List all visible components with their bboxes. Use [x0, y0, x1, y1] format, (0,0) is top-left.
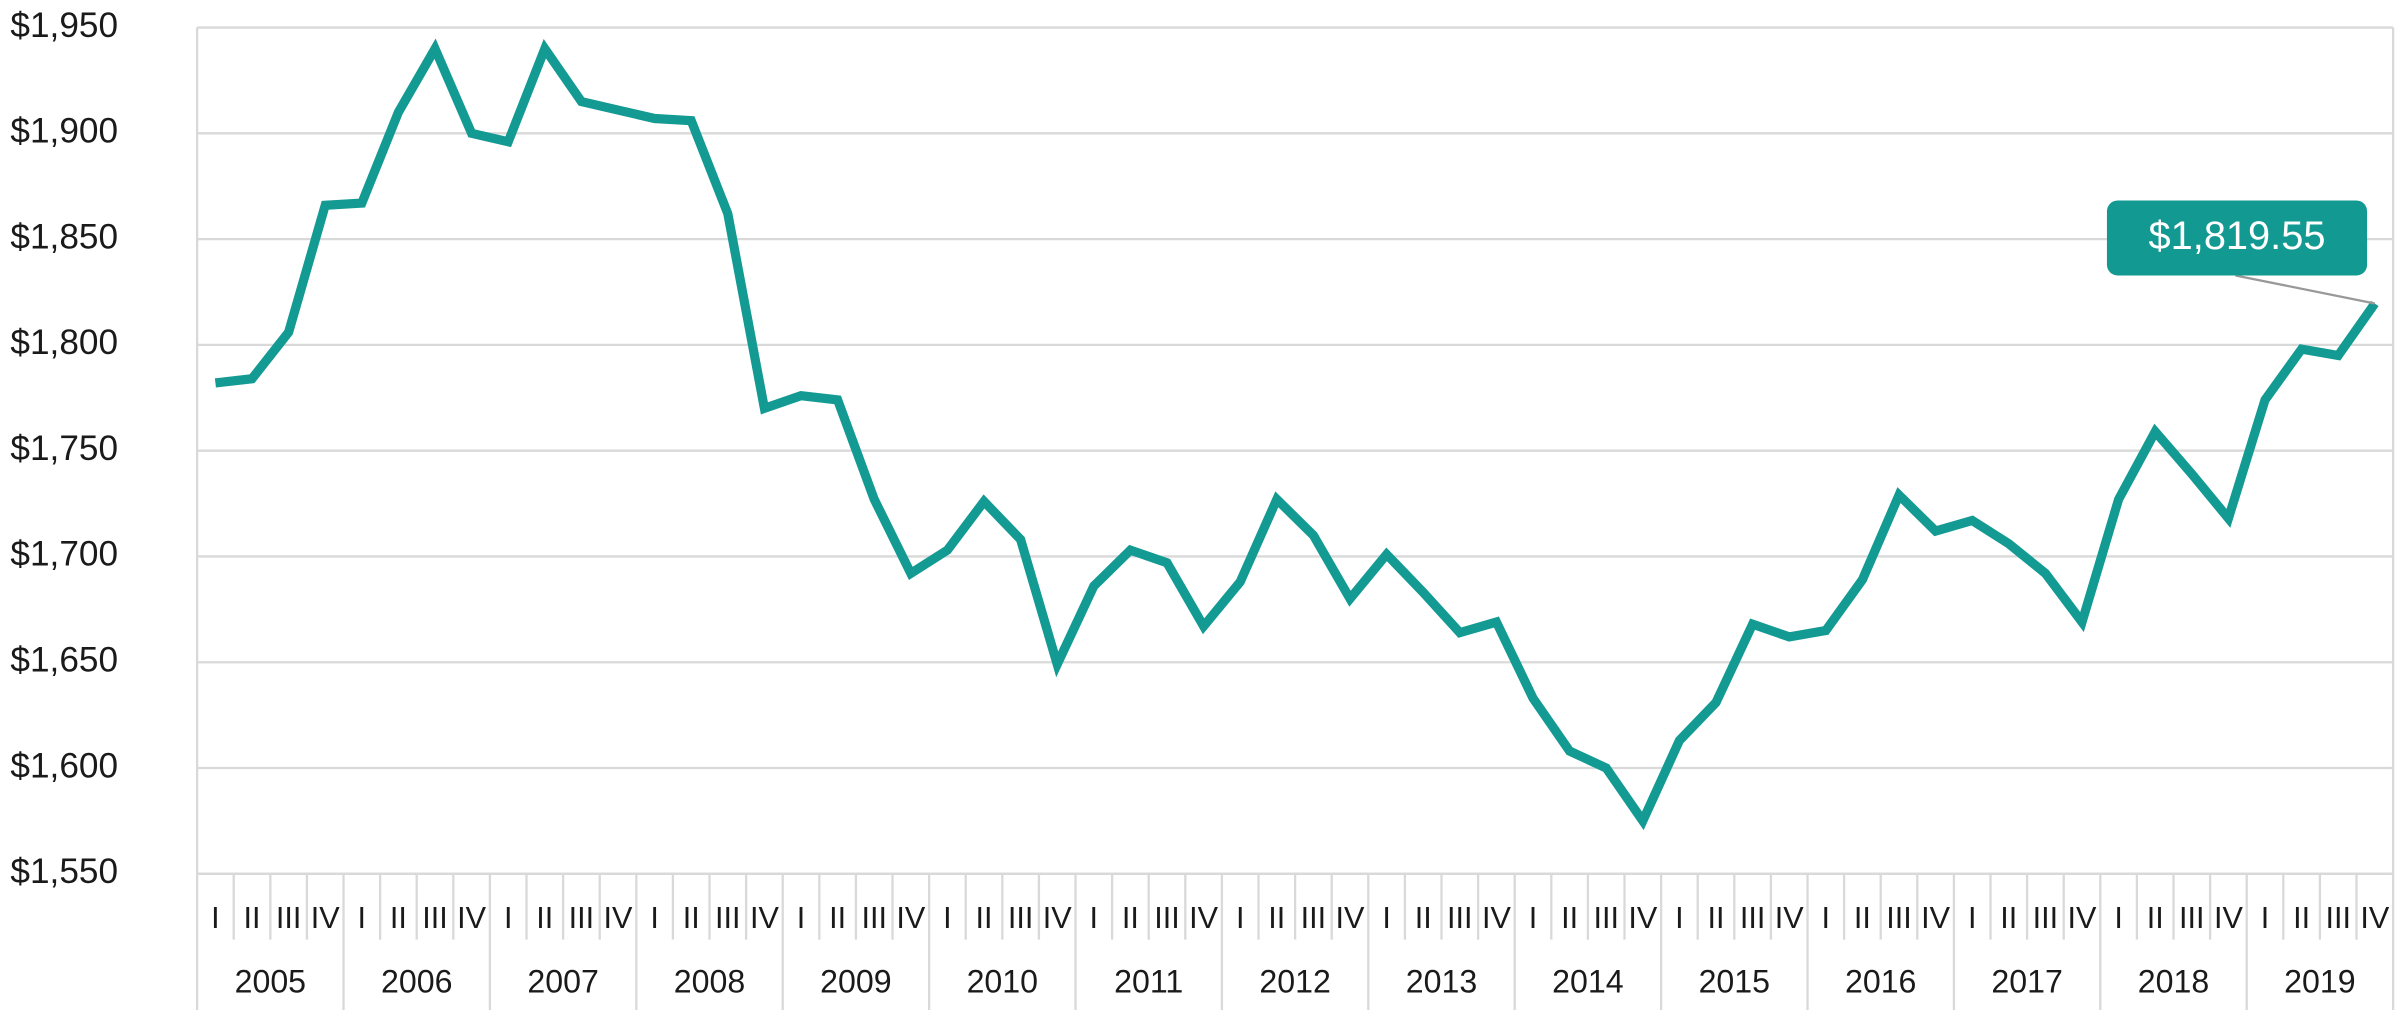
- x-tick-label: II: [976, 901, 993, 935]
- x-tick-label: II: [1415, 901, 1432, 935]
- x-tick-label: IV: [1482, 901, 1511, 935]
- x-tick-label: I: [1822, 901, 1831, 935]
- x-tick-label: IV: [604, 901, 633, 935]
- x-group-label: 2009: [820, 963, 891, 999]
- y-tick-label: $1,700: [10, 535, 118, 574]
- x-tick-label: I: [2114, 901, 2123, 935]
- x-tick-label: I: [211, 901, 220, 935]
- x-tick-label: IV: [311, 901, 340, 935]
- x-tick-label: II: [1561, 901, 1578, 935]
- x-tick-label: IV: [2068, 901, 2098, 935]
- x-tick-label: II: [1122, 901, 1139, 935]
- x-tick-label: II: [1854, 901, 1871, 935]
- x-tick-label: IV: [750, 901, 779, 935]
- x-tick-label: III: [1886, 901, 1912, 935]
- x-group-label: 2014: [1552, 963, 1623, 999]
- x-tick-label: IV: [457, 901, 486, 935]
- x-group-label: 2017: [1991, 963, 2062, 999]
- x-tick-label: IV: [896, 901, 925, 935]
- annotation-leader: [2235, 274, 2376, 305]
- y-tick-label: $1,950: [10, 6, 118, 45]
- x-tick-label: II: [2000, 901, 2017, 935]
- x-tick-label: I: [358, 901, 367, 935]
- x-group-label: 2008: [674, 963, 745, 999]
- y-tick-label: $1,550: [10, 852, 118, 891]
- x-tick-label: IV: [1336, 901, 1365, 935]
- x-tick-label: III: [1301, 901, 1327, 935]
- x-tick-label: IV: [1043, 901, 1072, 935]
- annotation-box: [2106, 200, 2368, 276]
- x-group-label: 2013: [1406, 963, 1477, 999]
- x-tick-label: IV: [2214, 901, 2244, 935]
- x-group-label: 2010: [967, 963, 1038, 999]
- x-tick-label: II: [2293, 901, 2310, 935]
- x-tick-label: III: [1593, 901, 1619, 935]
- x-tick-label: IV: [1189, 901, 1218, 935]
- x-tick-label: II: [536, 901, 553, 935]
- x-group-label: 2011: [1114, 963, 1183, 999]
- y-tick-label: $1,600: [10, 746, 118, 785]
- y-tick-label: $1,800: [10, 323, 118, 362]
- data-line: [214, 38, 2379, 831]
- x-group-label: 2019: [2284, 963, 2355, 999]
- x-tick-label: I: [943, 901, 952, 935]
- x-tick-label: III: [569, 901, 595, 935]
- x-tick-label: III: [2325, 901, 2351, 935]
- x-tick-label: I: [2261, 901, 2270, 935]
- y-tick-label: $1,900: [10, 112, 118, 151]
- x-tick-label: III: [276, 901, 301, 935]
- x-tick-label: I: [1529, 901, 1538, 935]
- x-tick-label: II: [683, 901, 700, 935]
- x-tick-label: I: [1968, 901, 1977, 935]
- x-tick-label: II: [2147, 901, 2164, 935]
- y-tick-label: $1,850: [10, 217, 118, 256]
- x-tick-label: III: [2179, 901, 2205, 935]
- x-tick-label: IV: [1775, 901, 1804, 935]
- annotation-text: $1,819.55: [2149, 214, 2326, 258]
- x-group-label: 2015: [1699, 963, 1770, 999]
- x-tick-label: I: [1382, 901, 1391, 935]
- y-tick-label: $1,650: [10, 641, 118, 680]
- x-tick-label: III: [715, 901, 741, 935]
- x-tick-label: II: [244, 901, 261, 935]
- x-group-label: 2018: [2138, 963, 2209, 999]
- x-tick-label: I: [797, 901, 806, 935]
- x-tick-label: III: [1154, 901, 1180, 935]
- x-tick-label: III: [422, 901, 448, 935]
- x-tick-label: II: [1708, 901, 1725, 935]
- x-group-label: 2012: [1259, 963, 1330, 999]
- x-tick-label: II: [829, 901, 846, 935]
- x-tick-label: IV: [2360, 901, 2390, 935]
- x-group-label: 2005: [235, 963, 306, 999]
- x-tick-label: III: [1740, 901, 1766, 935]
- x-tick-label: III: [2033, 901, 2059, 935]
- x-tick-label: II: [1268, 901, 1285, 935]
- y-tick-label: $1,750: [10, 429, 118, 468]
- x-tick-label: IV: [1921, 901, 1950, 935]
- x-tick-label: III: [1447, 901, 1473, 935]
- x-tick-label: IV: [1628, 901, 1657, 935]
- x-group-label: 2007: [527, 963, 598, 999]
- x-tick-label: II: [390, 901, 407, 935]
- x-group-label: 2016: [1845, 963, 1916, 999]
- x-group-label: 2006: [381, 963, 452, 999]
- x-tick-label: I: [1090, 901, 1099, 935]
- x-tick-label: I: [1675, 901, 1684, 935]
- x-tick-label: I: [650, 901, 659, 935]
- x-tick-label: III: [1008, 901, 1034, 935]
- x-tick-label: III: [861, 901, 887, 935]
- x-tick-label: I: [504, 901, 512, 935]
- x-tick-label: I: [1236, 901, 1244, 935]
